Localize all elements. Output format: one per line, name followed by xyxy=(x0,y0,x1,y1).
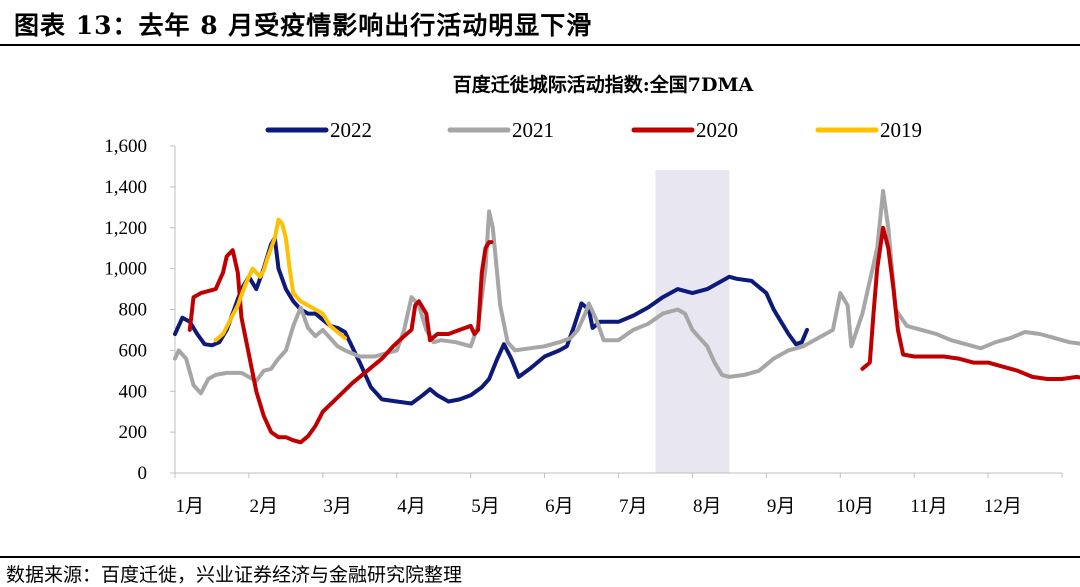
figure-title: 图表 13：去年 8 月受疫情影响出行活动明显下滑 xyxy=(14,11,593,40)
legend-label-2022: 2022 xyxy=(330,118,372,142)
source-divider xyxy=(0,556,1080,558)
y-tick-label: 600 xyxy=(119,340,148,361)
legend-label-2020: 2020 xyxy=(696,118,738,142)
y-tick-label: 200 xyxy=(119,422,148,443)
series-line-2020-late xyxy=(860,225,1080,381)
x-tick-label: 5月 xyxy=(471,496,500,517)
x-tick-label: 9月 xyxy=(767,496,796,517)
title-divider xyxy=(0,44,1080,46)
x-tick-label: 2月 xyxy=(249,496,278,517)
series-line-2022 xyxy=(173,236,809,406)
source-note: 数据来源：百度迁徙，兴业证券经济与金融研究院整理 xyxy=(6,564,463,586)
y-tick-label: 1,200 xyxy=(104,218,147,239)
legend-label-2019: 2019 xyxy=(880,118,922,142)
chart-title: 百度迁徙城际活动指数:全国7DMA xyxy=(453,73,754,96)
y-tick-label: 0 xyxy=(138,463,148,484)
legend-label-2021: 2021 xyxy=(512,118,554,142)
y-tick-label: 800 xyxy=(119,300,148,321)
y-tick-label: 1,600 xyxy=(104,136,147,157)
y-tick-label: 1,000 xyxy=(104,259,147,280)
legend: 2022 2021 2020 2019 xyxy=(265,118,922,142)
x-tick-label: 4月 xyxy=(397,496,426,517)
series-line-2019 xyxy=(213,217,347,343)
y-tick-label: 1,400 xyxy=(104,177,147,198)
x-tick-label: 8月 xyxy=(693,496,722,517)
x-tick-label: 6月 xyxy=(545,496,574,517)
series-line-2021 xyxy=(173,189,1080,396)
y-tick-label: 400 xyxy=(119,381,148,402)
x-tick-label: 1月 xyxy=(176,496,205,517)
chart: 百度迁徙城际活动指数:全国7DMA 2022 2021 2020 2019 0 200 4… xyxy=(104,73,1080,517)
plot-area: 0 200 400 600 800 1,000 1,200 1,400 1,600 1月 2月 3月 4… xyxy=(104,136,1080,517)
x-tick-label: 11月 xyxy=(910,496,947,517)
x-tick-label: 3月 xyxy=(323,496,352,517)
x-tick-label: 12月 xyxy=(984,496,1022,517)
series-line-2020 xyxy=(187,240,494,445)
x-tick-label: 7月 xyxy=(619,496,648,517)
x-tick-label: 10月 xyxy=(836,496,874,517)
highlight-band xyxy=(655,170,730,473)
